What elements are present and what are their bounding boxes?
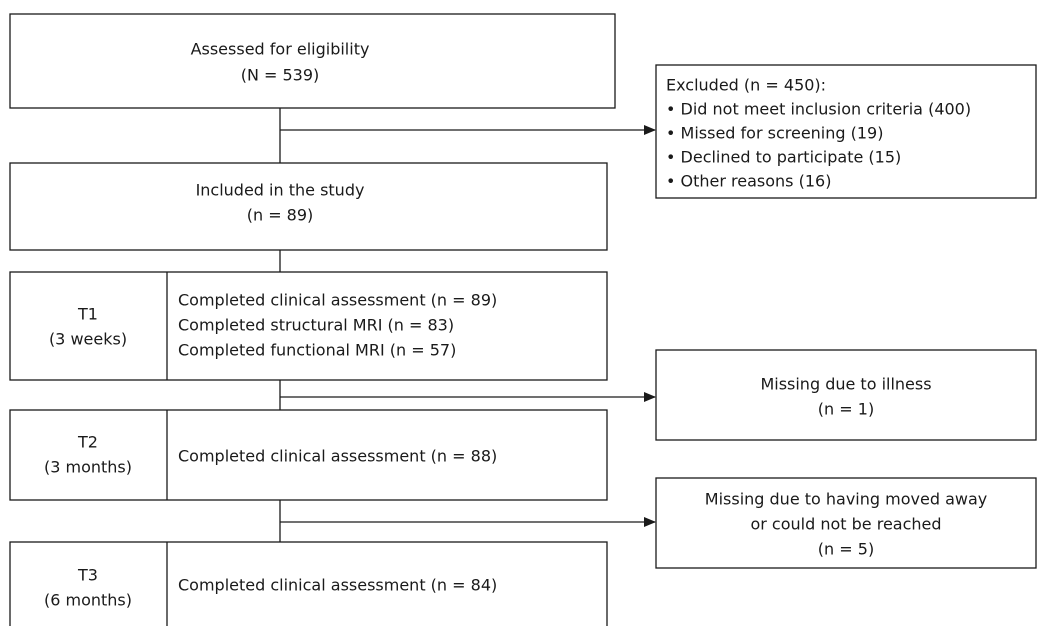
timepoint-period: (3 weeks) xyxy=(49,330,127,349)
node-title: Excluded (n = 450): xyxy=(666,76,826,95)
node-title: Assessed for eligibility xyxy=(191,40,370,59)
assessment-line: Completed clinical assessment (n = 84) xyxy=(178,576,497,595)
node-line: or could not be reached xyxy=(750,515,941,534)
box-included xyxy=(9,162,608,251)
node-count: (N = 539) xyxy=(241,66,320,85)
assessment-line: Completed functional MRI (n = 57) xyxy=(178,341,456,360)
box-t3 xyxy=(9,541,608,626)
assessment-line: Completed structural MRI (n = 83) xyxy=(178,316,454,335)
node-line: (n = 1) xyxy=(818,400,874,419)
assessment-line: Completed clinical assessment (n = 88) xyxy=(178,447,497,466)
node-title: Included in the study xyxy=(196,181,365,200)
box-missing1 xyxy=(655,349,1037,441)
list-item: • Other reasons (16) xyxy=(666,172,831,191)
list-item: • Did not meet inclusion criteria (400) xyxy=(666,100,971,119)
box-t1 xyxy=(9,271,608,381)
node-line: Missing due to having moved away xyxy=(705,490,987,509)
box-missing2 xyxy=(655,477,1037,569)
node-line: Missing due to illness xyxy=(760,375,931,394)
box-t2 xyxy=(9,409,608,501)
connectors xyxy=(279,108,656,542)
list-item: • Declined to participate (15) xyxy=(666,148,901,167)
box-excluded xyxy=(655,64,1037,199)
timepoint-label: T1 xyxy=(77,305,98,324)
assessment-line: Completed clinical assessment (n = 89) xyxy=(178,291,497,310)
timepoint-period: (6 months) xyxy=(44,591,132,610)
list-item: • Missed for screening (19) xyxy=(666,124,883,143)
node-line: (n = 5) xyxy=(818,540,874,559)
node-count: (n = 89) xyxy=(247,206,314,225)
timepoint-period: (3 months) xyxy=(44,458,132,477)
box-assessed xyxy=(9,13,616,109)
timepoint-label: T3 xyxy=(77,566,98,585)
timepoint-label: T2 xyxy=(77,433,98,452)
